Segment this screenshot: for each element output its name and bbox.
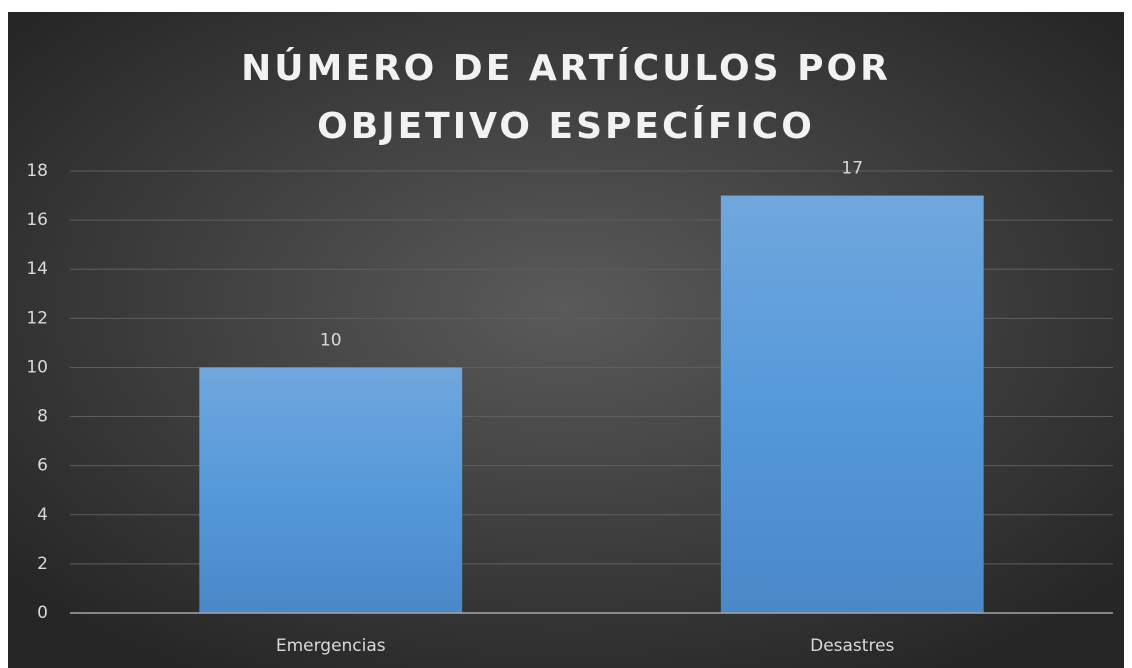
y-tick-label: 0 (37, 603, 48, 623)
chart-title: NÚMERO DE ARTÍCULOS POR OBJETIVO ESPECÍF… (241, 48, 891, 147)
data-label: 10 (320, 330, 342, 350)
y-tick-label: 4 (37, 505, 48, 525)
x-tick-label: Emergencias (276, 636, 386, 656)
y-tick-label: 6 (37, 456, 48, 476)
y-tick-label: 12 (26, 308, 48, 328)
y-tick-label: 18 (26, 161, 48, 181)
y-tick-label: 2 (37, 554, 48, 574)
y-tick-label: 14 (26, 259, 48, 279)
y-tick-label: 10 (26, 357, 48, 377)
data-label: 17 (841, 159, 863, 179)
bar (199, 367, 463, 613)
y-tick-label: 16 (26, 210, 48, 230)
bar (720, 195, 984, 614)
y-tick-label: 8 (37, 407, 48, 427)
x-tick-label: Desastres (810, 636, 894, 656)
